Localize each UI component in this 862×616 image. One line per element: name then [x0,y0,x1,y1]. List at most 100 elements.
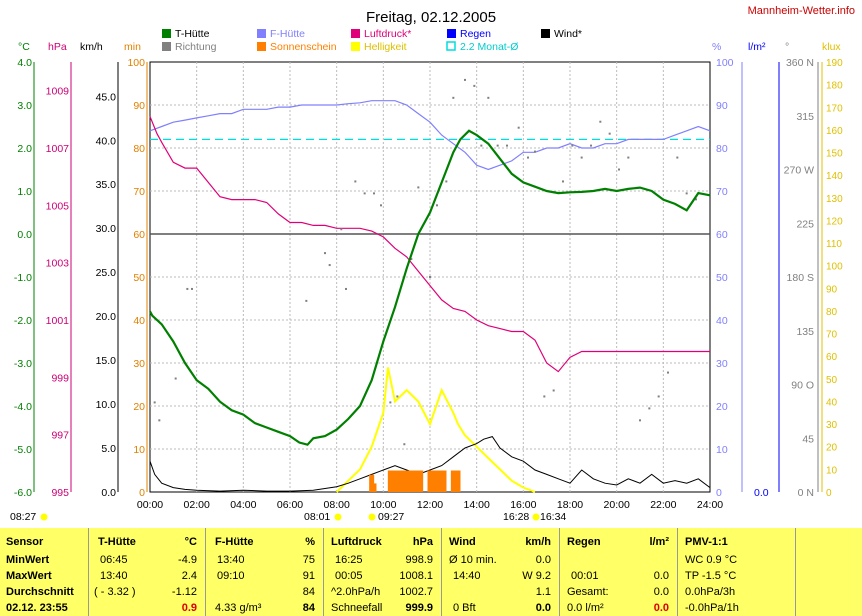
sensor-column: Sensor MinWert MaxWert Durchschnitt 02.1… [0,528,89,616]
wind-bft: 0 Bft [453,602,476,614]
tick-hpa: 1009 [46,86,70,98]
legend-label: Wind* [554,28,582,40]
tick-klux: 70 [826,330,838,341]
t-current-value: 0.9 [181,602,197,614]
sunrise-time-2: 09:27 [378,511,404,523]
tick-klux: 180 [826,81,843,92]
luftdruck-column: Luftdruck hPa 16:25 998.9 00:05 1008.1 ^… [323,528,442,616]
direction-point [685,192,688,195]
regen-total-value: 0.0 [653,586,669,598]
pmv-trend-3h: 0.0hPa/3h [685,586,736,598]
direction-point [436,204,438,207]
legend-label: F-Hütte [270,28,305,40]
tick-direction: 0 N [798,487,814,499]
series-wind [149,436,711,492]
series-t-huette [149,129,711,446]
tick-time: 20:00 [604,499,630,511]
tick-percent: 60 [716,229,728,241]
direction-point [174,377,177,380]
tick-percent: 10 [716,444,728,456]
axis-unit-rain: l/m² [748,41,766,53]
sunshine-bar [371,483,377,492]
direction-point [363,192,366,195]
p-max-time: 00:05 [335,570,363,582]
axis-unit-celsius: °C [18,41,30,53]
legend-label: 2.2 Monat-Ø [460,41,518,53]
sunrise-time: 08:01 [304,511,330,523]
regen-unit: l/m² [649,536,669,548]
direction-point [417,186,420,189]
minwert-label: MinWert [6,554,50,566]
tick-hpa: 999 [51,372,69,384]
f-min-value: 75 [302,554,315,566]
tick-kmh: 45.0 [96,91,117,103]
tick-time: 04:00 [230,499,256,511]
direction-point [324,252,326,255]
tick-klux: 110 [826,239,842,250]
tick-percent: 50 [716,272,728,284]
tick-kmh: 20.0 [96,311,117,323]
direction-point [345,287,347,290]
t-avg-note: ( - 3.32 ) [94,586,136,598]
tick-direction: 360 N [786,57,814,69]
summary-table: Sensor MinWert MaxWert Durchschnitt 02.1… [0,528,862,616]
direction-point [571,144,574,147]
tick-klux: 60 [826,352,838,363]
f-avg-value: 84 [302,586,315,598]
t-max-value: 2.4 [181,570,197,582]
tick-min: 90 [133,100,145,112]
durchschnitt-label: Durchschnitt [6,586,74,598]
sunshine-bar [394,470,400,492]
t-avg-value: -1.12 [171,586,197,598]
direction-point [618,168,620,171]
tick-klux: 190 [826,58,843,69]
f-abs-humidity: 4.33 g/m³ [215,602,262,614]
legend: T-Hütte F-Hütte Luftdruck* Regen Wind* Richtu… [162,28,582,53]
tick-kmh: 35.0 [96,179,117,191]
axis-unit-percent: % [712,41,721,53]
legend-swatch [162,42,171,51]
direction-point [445,180,448,183]
tick-min: 20 [133,401,145,413]
p-min-time: 16:25 [335,554,363,566]
series-luftdruck [149,116,710,373]
direction-point [373,192,375,195]
axis-unit-hpa: hPa [48,41,67,53]
wind-header: Wind [449,536,476,548]
regen-rate: 0.0 l/m² [567,602,604,614]
direction-point [480,144,483,147]
pmv-dewpoint: TP -1.5 °C [685,570,737,582]
tick-klux: 50 [826,375,838,386]
tick-min: 100 [127,57,145,69]
tick-klux: 100 [826,262,843,273]
tick-min: 50 [133,272,145,284]
sun-icon [40,513,48,521]
wind-max-value: W 9.2 [522,570,551,582]
tick-direction: 90 O [791,380,814,392]
direction-point [186,287,189,290]
wind-avg-value: 0.0 [535,554,551,566]
legend-swatch [446,41,456,51]
tick-direction: 180 S [787,272,814,284]
sun-events: 08:27 08:01 09:27 16:28 16:34 [10,511,566,523]
sensor-header: Sensor [6,536,44,548]
tick-min: 0 [139,487,145,499]
wind-column: Wind km/h Ø 10 min. 0.0 14:40 W 9.2 1.1 … [441,528,560,616]
tick-kmh: 10.0 [96,399,117,411]
tick-min: 70 [133,186,145,198]
tick-celsius: 0.0 [17,229,32,241]
sunshine-bar [455,470,461,492]
p-max-value: 1008.1 [399,570,433,582]
tick-percent: 80 [716,143,728,155]
t-huette-header: T-Hütte [98,536,136,548]
tick-celsius: -5.0 [14,444,32,456]
direction-point [429,276,431,278]
legend-swatch [257,42,266,51]
tick-time: 02:00 [184,499,210,511]
f-max-value: 91 [302,570,315,582]
direction-point [354,180,357,183]
tick-time: 00:00 [137,499,163,511]
p-avg-value: 1002.7 [399,586,433,598]
tick-percent: 40 [716,315,728,327]
tick-kmh: 25.0 [96,267,117,279]
